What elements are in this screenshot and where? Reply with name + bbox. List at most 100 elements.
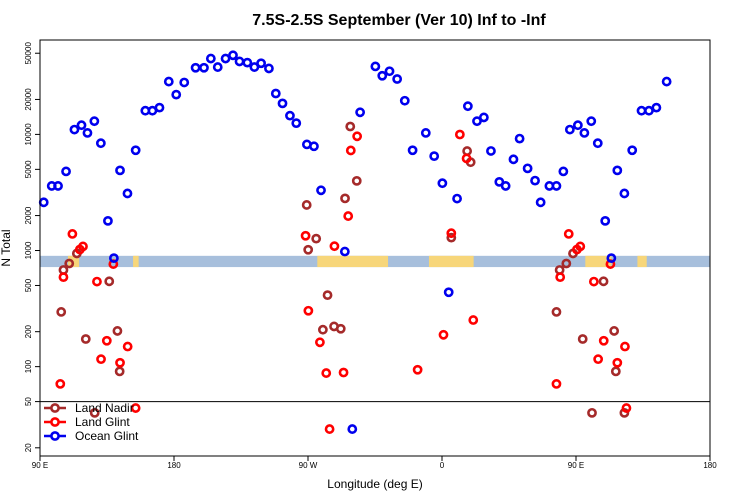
ocean-glint-point bbox=[579, 128, 590, 138]
y-tick-label: 20 bbox=[24, 443, 33, 452]
ocean-glint-point bbox=[619, 188, 630, 199]
land-nadir-point bbox=[340, 193, 350, 204]
ocean-glint-point bbox=[514, 133, 525, 144]
legend-item-land-glint: Land Glint bbox=[44, 415, 130, 429]
land-nadir-point bbox=[56, 307, 67, 317]
land-glint-point bbox=[412, 364, 423, 375]
land-glint-point bbox=[468, 315, 479, 325]
ocean-glint-point bbox=[115, 165, 125, 176]
ocean-glint-point bbox=[163, 76, 174, 87]
land-nadir-point bbox=[104, 276, 115, 287]
land-nadir-point bbox=[446, 232, 457, 243]
land-glint-point bbox=[620, 341, 630, 352]
x-axis: 90 E 180 90 W 0 90 E 180 bbox=[32, 456, 717, 470]
ocean-glint-point bbox=[407, 145, 418, 156]
ocean-glint-point bbox=[53, 181, 63, 191]
ocean-glint-point bbox=[586, 116, 597, 127]
y-tick-label: 10000 bbox=[24, 123, 33, 146]
ocean-glint-point bbox=[69, 124, 80, 135]
land-glint-point bbox=[343, 211, 354, 221]
x-tick-label: 0 bbox=[440, 461, 445, 470]
land-nadir-point bbox=[64, 258, 75, 269]
land-glint-point bbox=[575, 241, 586, 252]
land-glint-point bbox=[321, 368, 332, 378]
land-nadir-point bbox=[311, 233, 322, 244]
land-glint-point bbox=[438, 329, 449, 340]
land-nadir-point bbox=[317, 324, 328, 335]
land-glint-point bbox=[555, 272, 566, 283]
land-nadir-point bbox=[322, 290, 333, 301]
ocean-glint-point bbox=[355, 107, 366, 118]
chart-title: 7.5S-2.5S September (Ver 10) Inf to -Inf bbox=[252, 12, 546, 29]
land-nadir-point bbox=[89, 407, 100, 418]
land-segment bbox=[428, 255, 474, 268]
ocean-glint-point bbox=[530, 175, 540, 186]
y-axis: 20 50 100 200 500 1000 2000 5000 10000 20000 50000 bbox=[24, 42, 40, 452]
ocean-glint-point bbox=[205, 53, 216, 64]
land-nadir-point bbox=[619, 407, 630, 418]
ocean-glint-point bbox=[122, 188, 133, 199]
ocean-glint-point bbox=[370, 61, 381, 72]
ocean-glint-point bbox=[636, 105, 647, 116]
y-tick-label: 20000 bbox=[24, 88, 33, 111]
ocean-glint-point bbox=[130, 145, 141, 156]
ocean-glint-point bbox=[478, 112, 489, 123]
ocean-glint-point bbox=[486, 146, 496, 156]
ocean-glint-point bbox=[264, 63, 274, 74]
land-nadir-point bbox=[301, 200, 312, 210]
ocean-glint-point bbox=[277, 98, 288, 109]
land-glint-point bbox=[352, 131, 363, 142]
land-nadir-point bbox=[80, 334, 91, 344]
land-glint-point bbox=[461, 153, 472, 164]
land-glint-point bbox=[621, 403, 632, 413]
ocean-glint-point bbox=[644, 105, 654, 116]
y-tick-label: 100 bbox=[24, 359, 33, 373]
ocean-glint-point bbox=[228, 50, 238, 61]
land-glint-point bbox=[92, 276, 102, 287]
land-segment bbox=[133, 255, 139, 268]
land-glint-point bbox=[300, 230, 311, 241]
land-glint-point bbox=[67, 229, 78, 239]
land-glint-point bbox=[58, 272, 69, 283]
land-glint-point bbox=[588, 276, 599, 287]
ocean-glint-point bbox=[171, 89, 182, 100]
series-land-glint bbox=[55, 129, 632, 434]
ocean-glint-point bbox=[103, 215, 113, 226]
ocean-glint-point bbox=[309, 141, 319, 152]
y-tick-label: 50000 bbox=[24, 42, 33, 65]
land-glint-point bbox=[454, 129, 465, 140]
ocean-glint-point bbox=[154, 102, 165, 113]
land-glint-point bbox=[598, 335, 609, 346]
ocean-glint-point bbox=[234, 56, 245, 67]
x-tick-label: 90 W bbox=[299, 461, 318, 470]
legend-marker bbox=[50, 431, 60, 441]
ocean-glint-point bbox=[212, 62, 223, 72]
ocean-glint-point bbox=[564, 124, 575, 135]
ocean-glint-point bbox=[392, 74, 403, 84]
ocean-glint-point bbox=[38, 197, 49, 208]
data-points bbox=[38, 50, 672, 434]
ocean-glint-point bbox=[242, 57, 253, 68]
ocean-glint-point bbox=[500, 181, 511, 191]
land-glint-point bbox=[303, 305, 314, 316]
ocean-glint-point bbox=[339, 246, 350, 257]
land-glint-point bbox=[55, 379, 66, 389]
x-axis-label: Longitude (deg E) bbox=[327, 477, 422, 491]
ocean-glint-point bbox=[256, 58, 266, 69]
land-segment bbox=[317, 255, 389, 268]
ocean-glint-point bbox=[285, 110, 295, 121]
y-tick-label: 5000 bbox=[24, 160, 33, 178]
ocean-glint-point bbox=[522, 163, 533, 174]
ocean-glint-point bbox=[612, 165, 623, 176]
ocean-glint-point bbox=[270, 88, 281, 99]
ocean-glint-point bbox=[82, 128, 93, 138]
ocean-glint-point bbox=[108, 253, 119, 264]
land-nadir-point bbox=[609, 326, 620, 336]
legend-marker bbox=[50, 403, 60, 413]
land-nadir-point bbox=[114, 366, 125, 377]
land-nadir-point bbox=[351, 175, 362, 186]
legend-marker bbox=[50, 417, 60, 427]
ocean-glint-point bbox=[179, 77, 190, 88]
